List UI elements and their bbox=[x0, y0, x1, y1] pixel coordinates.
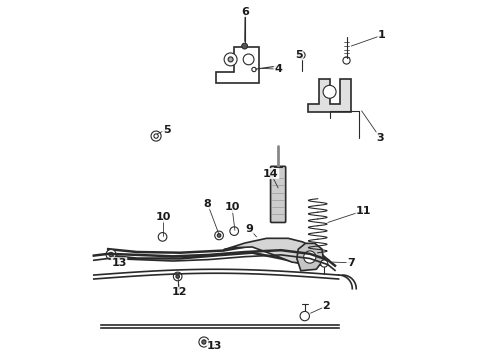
Circle shape bbox=[158, 233, 167, 241]
Text: 1: 1 bbox=[378, 30, 386, 40]
Circle shape bbox=[323, 85, 336, 98]
Polygon shape bbox=[308, 79, 351, 112]
Text: 8: 8 bbox=[204, 199, 212, 209]
Text: 13: 13 bbox=[207, 341, 222, 351]
FancyBboxPatch shape bbox=[270, 166, 286, 222]
Text: 11: 11 bbox=[356, 206, 371, 216]
Circle shape bbox=[242, 43, 247, 49]
Circle shape bbox=[224, 53, 237, 66]
Text: 6: 6 bbox=[241, 6, 249, 17]
Text: 9: 9 bbox=[245, 224, 253, 234]
Text: 3: 3 bbox=[376, 132, 384, 143]
Circle shape bbox=[154, 134, 158, 138]
Circle shape bbox=[202, 340, 206, 344]
Text: 7: 7 bbox=[347, 258, 355, 268]
Text: 5: 5 bbox=[163, 125, 171, 135]
Text: 14: 14 bbox=[263, 168, 279, 179]
Polygon shape bbox=[223, 238, 324, 265]
Circle shape bbox=[109, 252, 113, 257]
Circle shape bbox=[199, 337, 209, 347]
Circle shape bbox=[343, 57, 350, 64]
Circle shape bbox=[215, 231, 223, 240]
Circle shape bbox=[228, 57, 233, 62]
Circle shape bbox=[106, 249, 116, 260]
Circle shape bbox=[230, 227, 239, 235]
Circle shape bbox=[320, 260, 328, 267]
Text: 13: 13 bbox=[111, 258, 127, 268]
Circle shape bbox=[304, 251, 316, 263]
Circle shape bbox=[298, 51, 305, 59]
Circle shape bbox=[252, 67, 256, 72]
Circle shape bbox=[217, 234, 221, 237]
Polygon shape bbox=[297, 243, 323, 271]
Circle shape bbox=[151, 131, 161, 141]
Text: 10: 10 bbox=[224, 202, 240, 212]
Text: 4: 4 bbox=[274, 64, 282, 74]
Circle shape bbox=[173, 272, 182, 281]
Text: 2: 2 bbox=[322, 301, 330, 311]
Text: 10: 10 bbox=[155, 212, 171, 222]
Text: 12: 12 bbox=[172, 287, 187, 297]
Circle shape bbox=[243, 54, 254, 65]
Circle shape bbox=[176, 275, 179, 278]
Circle shape bbox=[300, 311, 310, 321]
Text: 5: 5 bbox=[295, 50, 303, 60]
